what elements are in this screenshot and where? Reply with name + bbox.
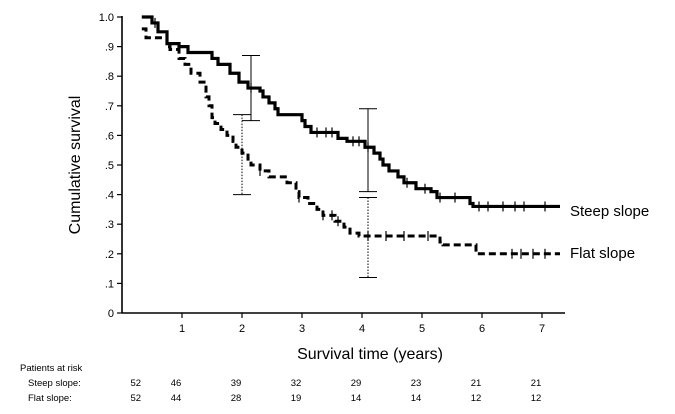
risk-value: 23 <box>411 378 422 389</box>
y-ticks: 0 .1 .2 .3 .4 .5 .6 .7 .8 .9 1.0 <box>99 12 122 320</box>
risk-value: 52 <box>131 378 142 389</box>
y-axis-title: Cumulative survival <box>67 96 84 235</box>
risk-table-title: Patients at risk <box>20 363 83 374</box>
y-tick-label: .6 <box>105 130 114 142</box>
risk-value: 19 <box>291 393 302 404</box>
x-tick-label: 6 <box>479 323 485 335</box>
x-tick-label: 7 <box>539 323 545 335</box>
risk-row: Steep slope: 52 46 39 32 29 23 21 21 <box>28 378 541 389</box>
series-label-flat: Flat slope <box>570 245 635 262</box>
series-label-steep: Steep slope <box>570 203 649 220</box>
risk-row-label: Steep slope: <box>28 378 81 389</box>
risk-value: 21 <box>471 378 482 389</box>
risk-value: 29 <box>351 378 362 389</box>
risk-value: 21 <box>531 378 542 389</box>
risk-table: Patients at risk Steep slope: 52 46 39 32 29 2… <box>20 363 541 404</box>
risk-value: 28 <box>231 393 242 404</box>
survival-curve-flat-slope <box>141 27 560 256</box>
x-tick-label: 3 <box>299 323 305 335</box>
risk-row-label: Flat slope: <box>28 393 72 404</box>
risk-value: 46 <box>171 378 182 389</box>
risk-value: 14 <box>351 393 362 404</box>
y-tick-label: .3 <box>105 219 114 231</box>
risk-value: 32 <box>291 378 302 389</box>
risk-value: 39 <box>231 378 242 389</box>
risk-row: Flat slope: 52 44 28 19 14 14 12 12 <box>28 393 541 404</box>
risk-value: 12 <box>471 393 482 404</box>
y-tick-label: .1 <box>105 278 114 290</box>
y-tick-label: .7 <box>105 101 114 113</box>
y-tick-label: .5 <box>105 160 114 172</box>
risk-value: 52 <box>131 393 142 404</box>
y-tick-label: 1.0 <box>99 12 114 24</box>
x-tick-label: 1 <box>179 323 185 335</box>
risk-value: 14 <box>411 393 422 404</box>
x-tick-label: 5 <box>419 323 425 335</box>
y-tick-label: .9 <box>105 42 114 54</box>
series-flat-slope <box>141 27 560 278</box>
x-axis-title: Survival time (years) <box>297 346 443 363</box>
axes <box>121 16 565 314</box>
x-tick-label: 4 <box>359 323 365 335</box>
survival-curve-steep-slope <box>141 15 560 209</box>
x-ticks: 1 2 3 4 5 6 7 <box>179 313 545 335</box>
y-tick-label: .4 <box>105 190 114 202</box>
risk-value: 44 <box>171 393 182 404</box>
x-tick-label: 2 <box>239 323 245 335</box>
risk-value: 12 <box>531 393 542 404</box>
y-tick-label: .2 <box>105 249 114 261</box>
series-layer <box>141 15 560 278</box>
series-steep-slope <box>141 15 560 212</box>
y-tick-label: .8 <box>105 71 114 83</box>
y-tick-label: 0 <box>108 308 114 320</box>
risk-rows: Steep slope: 52 46 39 32 29 23 21 21 Flat slope: 5… <box>28 378 541 404</box>
